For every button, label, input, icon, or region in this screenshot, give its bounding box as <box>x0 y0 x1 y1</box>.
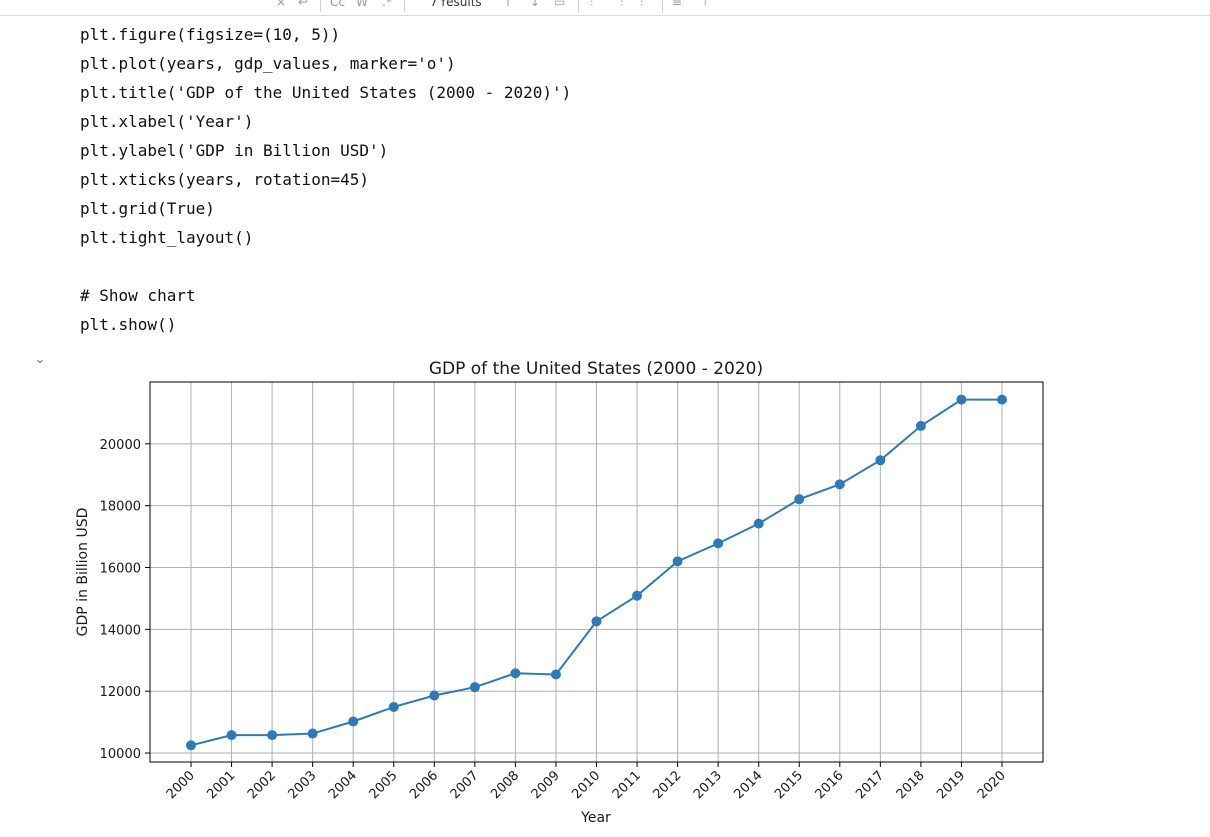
x-tick-label: 2013 <box>691 768 725 802</box>
match-case-toggle[interactable]: Cc <box>330 0 345 9</box>
divider <box>578 0 579 12</box>
x-ticks: 2000 2001 2002 2003 2004 2005 2006 2007 2008 2009… <box>164 762 1009 802</box>
divider <box>662 0 663 12</box>
data-point <box>834 479 845 490</box>
x-tick-label: 2005 <box>367 768 401 802</box>
x-tick-label: 2008 <box>488 768 522 802</box>
find-toolbar: × ↩ Cc W .* 7 results ↑ ↓ ▭ ⫶ ⫶ ⫶ ≡ ⊤ <box>0 0 1210 16</box>
x-tick-label: 2006 <box>407 768 441 802</box>
code-line: plt.plot(years, gdp_values, marker='o') <box>80 54 456 73</box>
filter-icon[interactable]: ⫶ <box>620 0 624 9</box>
x-tick-label: 2001 <box>204 768 238 802</box>
data-point <box>875 455 886 466</box>
y-tick-label: 12000 <box>100 685 141 700</box>
x-tick-label: 2015 <box>772 768 806 802</box>
x-tick-label: 2016 <box>813 768 847 802</box>
x-tick-label: 2009 <box>529 768 563 802</box>
y-tick-label: 20000 <box>100 438 141 453</box>
code-line: plt.grid(True) <box>80 199 215 218</box>
x-tick-label: 2014 <box>732 768 766 802</box>
data-point <box>956 394 967 405</box>
filter-icon[interactable]: ⫶ <box>640 0 644 9</box>
x-tick-label: 2004 <box>326 768 360 802</box>
funnel-icon[interactable]: ⊤ <box>700 0 711 9</box>
y-ticks: 10000 12000 14000 16000 18000 20000 <box>100 438 150 762</box>
data-point <box>388 701 399 712</box>
code-line <box>80 252 571 281</box>
x-tick-label: 2011 <box>610 768 644 802</box>
code-line: plt.xticks(years, rotation=45) <box>80 170 369 189</box>
regex-toggle[interactable]: .* <box>382 0 392 9</box>
x-tick-label: 2003 <box>285 768 319 802</box>
chart-title: GDP of the United States (2000 - 2020) <box>429 359 763 379</box>
data-point <box>226 730 237 741</box>
x-tick-label: 2007 <box>448 768 482 802</box>
close-icon[interactable]: × <box>276 0 287 9</box>
next-match-icon[interactable]: ↓ <box>530 0 541 9</box>
code-line: plt.figure(figsize=(10, 5)) <box>80 25 341 44</box>
x-tick-label: 2017 <box>853 768 887 802</box>
data-point <box>469 682 480 693</box>
code-line: # Show chart <box>80 286 196 305</box>
code-line: plt.title('GDP of the United States (200… <box>80 83 572 102</box>
data-point <box>267 730 278 741</box>
filter-icon[interactable]: ⫶ <box>590 0 594 9</box>
select-all-icon[interactable]: ▭ <box>554 0 566 9</box>
data-point <box>429 690 440 701</box>
data-point <box>186 740 196 751</box>
grid-lines <box>150 382 1043 762</box>
previous-match-icon[interactable]: ↑ <box>503 0 514 9</box>
replace-icon[interactable]: ↩ <box>298 0 309 9</box>
results-count: 7 results <box>430 0 482 9</box>
code-line: plt.xlabel('Year') <box>80 112 254 131</box>
data-point <box>753 518 764 529</box>
data-point <box>591 616 602 627</box>
y-tick-label: 16000 <box>100 562 141 577</box>
x-tick-label: 2020 <box>975 768 1009 802</box>
divider <box>404 0 405 12</box>
data-point <box>550 669 561 680</box>
gdp-line-chart: GDP of the United States (2000 - 2020) Y… <box>75 359 1044 826</box>
code-cell[interactable]: plt.figure(figsize=(10, 5)) plt.plot(yea… <box>80 20 571 339</box>
data-point <box>915 420 926 431</box>
data-point <box>794 494 805 505</box>
data-point <box>713 538 724 549</box>
code-line: plt.show() <box>80 315 177 334</box>
x-tick-label: 2010 <box>569 768 603 802</box>
y-tick-label: 14000 <box>100 623 141 638</box>
x-tick-label: 2019 <box>934 768 968 802</box>
data-point <box>997 394 1007 405</box>
y-tick-label: 18000 <box>100 500 141 515</box>
y-tick-label: 10000 <box>100 747 141 762</box>
x-tick-label: 2018 <box>894 768 928 802</box>
x-tick-label: 2002 <box>245 768 279 802</box>
x-tick-label: 2000 <box>164 768 198 802</box>
gdp-series-markers <box>186 394 1007 751</box>
y-axis-label: GDP in Billion USD <box>75 508 91 637</box>
code-line: plt.tight_layout() <box>80 228 254 247</box>
data-point <box>632 590 643 601</box>
x-axis-label: Year <box>580 810 611 826</box>
options-icon[interactable]: ≡ <box>672 0 683 9</box>
code-line: plt.ylabel('GDP in Billion USD') <box>80 141 389 160</box>
data-point <box>348 716 359 727</box>
data-point <box>510 668 521 679</box>
data-point <box>307 728 318 739</box>
data-point <box>672 556 683 567</box>
x-tick-label: 2012 <box>650 768 684 802</box>
divider <box>320 0 321 12</box>
whole-word-toggle[interactable]: W <box>356 0 368 9</box>
chevron-down-icon[interactable]: ⌄ <box>34 352 46 367</box>
